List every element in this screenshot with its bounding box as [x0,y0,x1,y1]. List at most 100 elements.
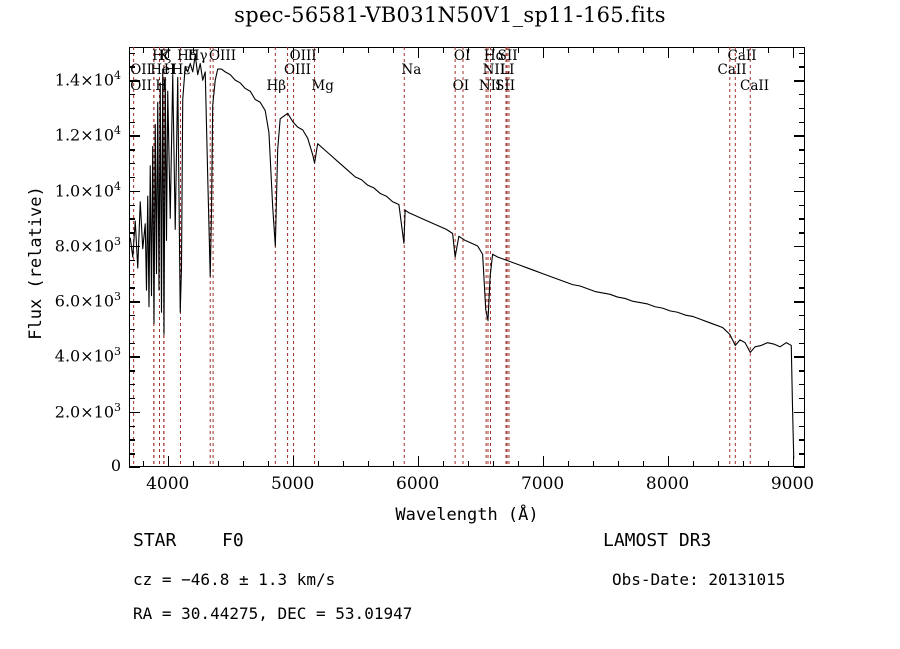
x-tick [642,47,644,53]
x-tick [142,47,145,53]
x-tick [517,461,519,467]
y-tick [129,370,135,372]
line-label-oi: OI [452,78,470,94]
line-label-hε: Hε [171,62,191,78]
x-tick [592,461,594,467]
x-tick [617,47,619,53]
x-tick [767,47,769,53]
x-tick [792,456,794,467]
y-tick [129,467,140,469]
x-tick [242,47,245,53]
line-label-caii: CaII [727,48,757,64]
y-tick [794,245,805,248]
x-tick [217,47,220,53]
line-label-oi: OI [453,48,471,64]
x-tick [342,47,345,53]
spectrum-canvas [129,47,795,467]
y-tick [799,121,805,123]
y-tick-label: 0 [110,456,121,475]
y-tick [129,245,140,248]
x-tick [367,47,370,53]
x-tick [442,47,445,53]
y-tick [799,425,805,427]
y-tick [799,149,805,151]
y-tick-label: 1.2×104 [54,124,121,145]
x-tick [392,47,395,53]
line-label-hγ: Hγ [187,48,208,64]
y-tick [129,135,140,137]
y-tick [799,384,805,386]
x-tick [367,461,370,467]
obs-date: Obs-Date: 20131015 [612,570,786,589]
y-tick [129,411,140,414]
y-tick-label: 1.0×104 [54,179,121,200]
x-tick [542,456,544,467]
y-tick [129,342,135,345]
x-tick [467,461,469,467]
x-tick [192,47,195,53]
x-tick-label: 8000 [645,474,690,494]
x-tick [567,461,569,467]
line-label-h: H [163,62,176,78]
x-tick [242,461,245,467]
y-tick [129,259,135,262]
x-axis-title: Wavelength (Å) [395,505,539,525]
x-tick [317,461,320,467]
x-tick [692,461,694,467]
line-label-hδ: Hδ [177,48,197,64]
line-label-li: LI [500,62,515,78]
line-label-caii: CaII [717,62,747,78]
survey-label: LAMOST DR3 [603,530,712,551]
y-tick [799,93,805,96]
page-title: spec-56581-VB031N50V1_sp11-165.fits [234,3,666,27]
x-tick [717,461,719,467]
x-tick [517,47,519,53]
y-tick-label: 8.0×103 [54,234,121,256]
y-tick [129,384,135,386]
x-tick [767,461,769,467]
y-tick [799,176,805,179]
line-label-oiii: OIII [289,48,317,64]
cz-value: cz = −46.8 ± 1.3 km/s [133,570,336,589]
x-tick [592,47,594,53]
y-tick [129,218,135,220]
x-tick [167,456,170,467]
x-tick [667,47,669,58]
y-tick [799,52,805,54]
y-tick [799,107,805,110]
x-tick [267,461,270,467]
y-tick [129,66,135,68]
x-tick [717,47,719,53]
y-tick [129,356,140,358]
y-tick [129,176,135,179]
line-label-hζ: Hζ [152,48,172,64]
y-tick [799,370,805,372]
x-tick [292,47,295,58]
y-tick [794,356,805,358]
x-tick [492,461,494,467]
x-tick [742,461,744,467]
y-tick [799,397,805,400]
x-tick [442,461,445,467]
line-label-na: Na [401,62,422,78]
x-tick-label: 4000 [146,474,190,494]
x-tick [342,461,345,467]
line-label-hα: Hα [483,48,505,64]
line-label-hei: HeI [150,62,176,78]
line-label-hβ: Hβ [266,78,287,94]
y-tick [129,93,135,96]
y-tick [799,66,805,68]
x-tick [742,47,744,53]
y-tick [129,397,135,400]
coordinates: RA = 30.44275, DEC = 53.01947 [133,604,413,623]
line-label-mg: Mg [311,78,334,94]
y-tick [799,287,805,289]
y-tick [129,328,135,331]
y-tick [799,342,805,345]
line-label-oiii: OIII [283,62,312,78]
x-tick [167,47,170,58]
y-tick [799,232,805,234]
x-tick [667,456,669,467]
y-tick-label: 1.4×104 [54,69,121,90]
x-tick [567,47,569,53]
